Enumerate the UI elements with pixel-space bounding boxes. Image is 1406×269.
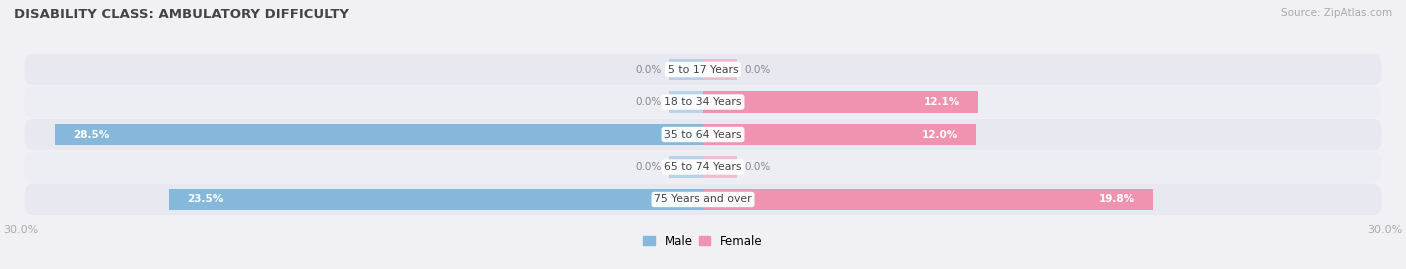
Text: 18 to 34 Years: 18 to 34 Years bbox=[664, 97, 742, 107]
Text: 12.1%: 12.1% bbox=[924, 97, 960, 107]
Text: 0.0%: 0.0% bbox=[744, 162, 770, 172]
Legend: Male, Female: Male, Female bbox=[638, 230, 768, 253]
Text: 28.5%: 28.5% bbox=[73, 129, 110, 140]
Bar bbox=[703, 157, 737, 178]
FancyBboxPatch shape bbox=[24, 151, 1382, 183]
Bar bbox=[703, 59, 737, 80]
Text: 0.0%: 0.0% bbox=[636, 65, 662, 75]
Text: DISABILITY CLASS: AMBULATORY DIFFICULTY: DISABILITY CLASS: AMBULATORY DIFFICULTY bbox=[14, 8, 349, 21]
Bar bbox=[669, 157, 703, 178]
FancyBboxPatch shape bbox=[24, 54, 1382, 85]
Text: 0.0%: 0.0% bbox=[636, 162, 662, 172]
Bar bbox=[669, 59, 703, 80]
FancyBboxPatch shape bbox=[24, 184, 1382, 215]
Bar bbox=[169, 189, 703, 210]
FancyBboxPatch shape bbox=[24, 86, 1382, 118]
Bar bbox=[703, 91, 979, 112]
Text: 75 Years and over: 75 Years and over bbox=[654, 194, 752, 204]
Text: 65 to 74 Years: 65 to 74 Years bbox=[664, 162, 742, 172]
Text: 19.8%: 19.8% bbox=[1098, 194, 1135, 204]
Bar bbox=[703, 189, 1153, 210]
Bar bbox=[55, 124, 703, 145]
Text: 0.0%: 0.0% bbox=[744, 65, 770, 75]
Text: 12.0%: 12.0% bbox=[921, 129, 957, 140]
Text: 35 to 64 Years: 35 to 64 Years bbox=[664, 129, 742, 140]
Text: 5 to 17 Years: 5 to 17 Years bbox=[668, 65, 738, 75]
Text: 0.0%: 0.0% bbox=[636, 97, 662, 107]
Bar bbox=[703, 124, 976, 145]
Text: Source: ZipAtlas.com: Source: ZipAtlas.com bbox=[1281, 8, 1392, 18]
Bar bbox=[669, 91, 703, 112]
FancyBboxPatch shape bbox=[24, 119, 1382, 150]
Text: 23.5%: 23.5% bbox=[187, 194, 224, 204]
